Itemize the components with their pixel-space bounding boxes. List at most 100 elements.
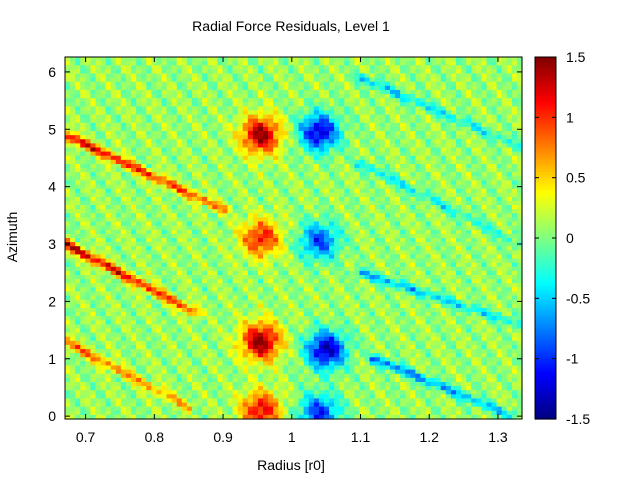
heatmap-cell [425, 61, 432, 66]
heatmap-cell [496, 77, 503, 83]
heatmap-cell [313, 205, 320, 210]
heatmap-cell [151, 163, 157, 169]
heatmap-cell [125, 139, 132, 144]
heatmap-cell [171, 85, 178, 91]
heatmap-cell [445, 217, 452, 223]
heatmap-cell [181, 77, 188, 83]
heatmap-cell [161, 184, 168, 190]
heatmap-cell [481, 180, 488, 186]
heatmap-cell [461, 114, 467, 120]
heatmap-cell [405, 131, 411, 136]
heatmap-cell [425, 172, 432, 177]
heatmap-cell [90, 61, 97, 66]
heatmap-cell [141, 118, 147, 124]
heatmap-cell [384, 233, 391, 239]
heatmap-cell [389, 258, 396, 264]
heatmap-cell [339, 147, 345, 153]
heatmap-cell [354, 77, 361, 83]
heatmap-cell [278, 139, 284, 144]
heatmap-cell [197, 118, 203, 124]
heatmap-cell [186, 225, 193, 231]
heatmap-cell [283, 118, 290, 124]
heatmap-cell [75, 106, 81, 112]
heatmap-cell [450, 94, 457, 99]
heatmap-cell [511, 106, 518, 112]
heatmap-cell [227, 131, 234, 136]
heatmap-cell [466, 118, 472, 124]
heatmap-cell [120, 233, 127, 239]
heatmap-cell [395, 73, 401, 79]
heatmap-cell [395, 159, 401, 165]
heatmap-cell [379, 106, 386, 112]
heatmap-cell [207, 57, 213, 62]
heatmap-cell [191, 106, 198, 112]
heatmap-cell [334, 192, 340, 198]
heatmap-cell [450, 106, 457, 112]
heatmap-cell [461, 57, 467, 62]
heatmap-cell [212, 205, 218, 210]
heatmap-cell [334, 69, 340, 75]
heatmap-cell [501, 270, 508, 276]
heatmap-cell [298, 196, 305, 202]
heatmap-cell [268, 221, 274, 227]
heatmap-cell [369, 81, 376, 87]
heatmap-cell [308, 98, 315, 103]
heatmap-cell [161, 262, 168, 268]
heatmap-cell [171, 163, 178, 169]
heatmap-cell [461, 266, 467, 272]
heatmap-cell [293, 262, 300, 268]
heatmap-cell [166, 250, 173, 256]
heatmap-cell [85, 114, 91, 120]
heatmap-cell [501, 275, 508, 280]
heatmap-cell [171, 172, 178, 177]
heatmap-cell [461, 172, 467, 177]
heatmap-cell [384, 89, 391, 95]
heatmap-cell [146, 168, 152, 173]
heatmap-cell [440, 118, 447, 124]
heatmap-cell [400, 131, 406, 136]
heatmap-cell [461, 262, 467, 268]
heatmap-cell [120, 77, 127, 83]
heatmap-cell [207, 200, 213, 206]
heatmap-cell [496, 163, 503, 169]
heatmap-cell [410, 205, 416, 210]
heatmap-cell [166, 275, 173, 280]
heatmap-cell [181, 188, 188, 194]
heatmap-cell [369, 279, 376, 284]
heatmap-cell [364, 275, 371, 280]
heatmap-cell [323, 213, 330, 219]
heatmap-cell [313, 188, 320, 194]
heatmap-cell [242, 254, 249, 260]
heatmap-cell [400, 258, 406, 264]
heatmap-cell [379, 143, 386, 149]
heatmap-cell [85, 147, 91, 153]
heatmap-cell [197, 135, 203, 140]
heatmap-cell [445, 135, 452, 140]
heatmap-cell [400, 57, 406, 62]
heatmap-cell [176, 233, 183, 239]
heatmap-cell [344, 258, 350, 264]
heatmap-cell [181, 61, 188, 66]
heatmap-cell [435, 254, 442, 260]
heatmap-cell [471, 151, 477, 157]
heatmap-cell [349, 65, 356, 70]
heatmap-cell [237, 266, 244, 272]
heatmap-cell [75, 81, 81, 87]
heatmap-cell [445, 188, 452, 194]
heatmap-cell [197, 155, 203, 161]
heatmap-cell [481, 172, 488, 177]
heatmap-cell [369, 139, 376, 144]
heatmap-cell [450, 155, 457, 161]
heatmap-cell [389, 200, 396, 206]
heatmap-cell [237, 69, 244, 75]
heatmap-cell [395, 143, 401, 149]
heatmap-cell [455, 139, 462, 144]
heatmap-cell [293, 192, 300, 198]
heatmap-cell [247, 98, 254, 103]
heatmap-cell [430, 61, 437, 66]
heatmap-cell [141, 155, 147, 161]
heatmap-cell [471, 147, 477, 153]
heatmap-cell [70, 200, 76, 206]
heatmap-cell [476, 176, 482, 182]
heatmap-cell [166, 159, 173, 165]
